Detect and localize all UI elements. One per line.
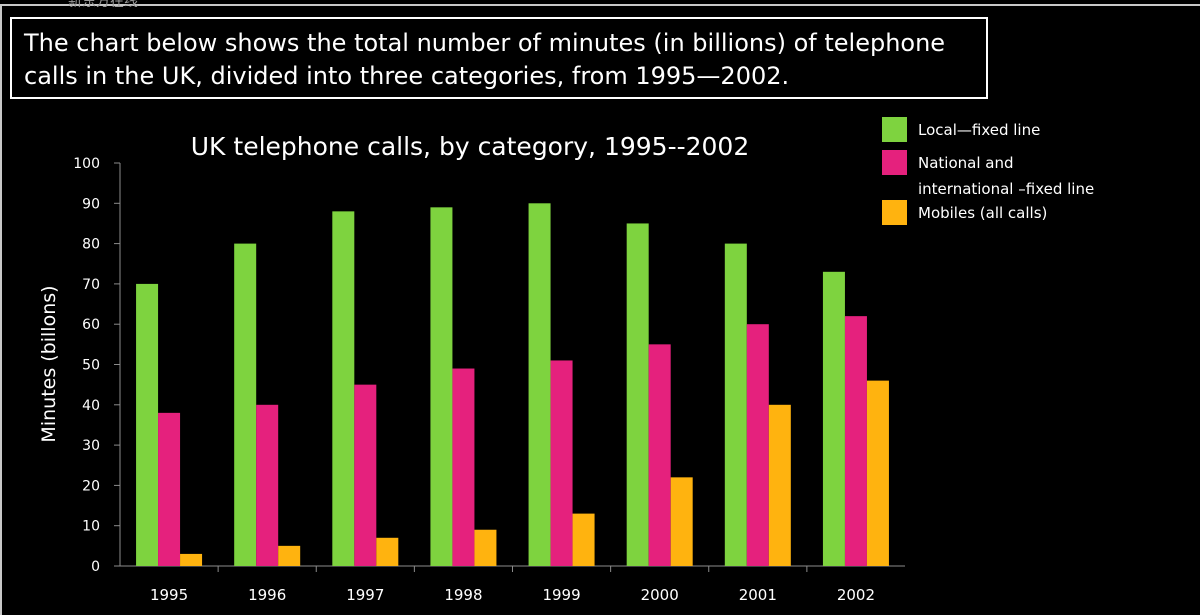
bar <box>648 344 671 566</box>
legend-swatch <box>882 117 907 142</box>
y-tick-label: 70 <box>82 277 100 293</box>
bar <box>572 513 595 566</box>
frame-border-left <box>0 4 2 615</box>
bar <box>430 207 453 566</box>
watermark-text: 新东方在线 <box>68 0 138 10</box>
legend-label: international –fixed line <box>918 180 1094 198</box>
y-tick-label: 40 <box>82 398 100 414</box>
x-tick-label: 1998 <box>444 586 482 604</box>
bar <box>256 404 279 566</box>
bar <box>474 529 497 566</box>
y-tick-label: 90 <box>82 196 100 212</box>
legend: Local—fixed line National and internation… <box>882 117 1094 225</box>
x-tick-label: 1999 <box>542 586 580 604</box>
y-tick-label: 0 <box>91 559 100 575</box>
x-tick-label: 2002 <box>837 586 875 604</box>
legend-label: Mobiles (all calls) <box>918 204 1047 222</box>
x-tick-label: 1995 <box>150 586 188 604</box>
bar <box>626 223 649 566</box>
bar <box>550 360 573 566</box>
bar <box>866 380 889 566</box>
bar <box>278 545 301 566</box>
bar <box>528 203 551 567</box>
legend-swatch <box>882 200 907 225</box>
caption-line-1: The chart below shows the total number o… <box>24 29 946 57</box>
chart-title: UK telephone calls, by category, 1995--2… <box>191 132 749 161</box>
bar <box>822 271 845 566</box>
y-tick-label: 30 <box>82 438 100 454</box>
bar <box>844 316 867 566</box>
bar <box>354 384 377 566</box>
bar <box>746 324 769 566</box>
bar <box>452 368 475 566</box>
bar <box>158 412 181 566</box>
bar <box>724 243 747 566</box>
frame-border-top <box>0 4 1200 6</box>
bar <box>234 243 257 566</box>
bar <box>332 211 355 567</box>
y-tick-label: 10 <box>82 519 100 535</box>
y-axis-label: Minutes (billons) <box>38 285 60 442</box>
x-tick-label: 2001 <box>739 586 777 604</box>
y-tick-label: 80 <box>82 237 100 253</box>
caption-box: The chart below shows the total number o… <box>10 17 988 99</box>
y-tick-label: 20 <box>82 478 100 494</box>
bar <box>136 283 159 566</box>
legend-swatch <box>882 150 907 175</box>
x-tick-label: 2000 <box>641 586 679 604</box>
caption-line-2: calls in the UK, divided into three cate… <box>24 62 790 90</box>
y-tick-label: 50 <box>82 358 100 374</box>
bar <box>376 537 399 566</box>
x-tick-label: 1996 <box>248 586 286 604</box>
bar <box>768 404 791 566</box>
bar <box>670 477 693 566</box>
x-ticks: 1995 1996 1997 1998 1999 2000 2001 2002 <box>150 566 875 604</box>
y-ticks: 0 10 20 30 40 50 60 70 80 90 100 <box>73 156 120 575</box>
legend-label: National and <box>918 154 1014 172</box>
legend-label: Local—fixed line <box>918 121 1040 139</box>
y-tick-label: 100 <box>73 156 100 172</box>
y-tick-label: 60 <box>82 317 100 333</box>
bars <box>136 203 889 567</box>
x-tick-label: 1997 <box>346 586 384 604</box>
bar <box>180 553 203 566</box>
